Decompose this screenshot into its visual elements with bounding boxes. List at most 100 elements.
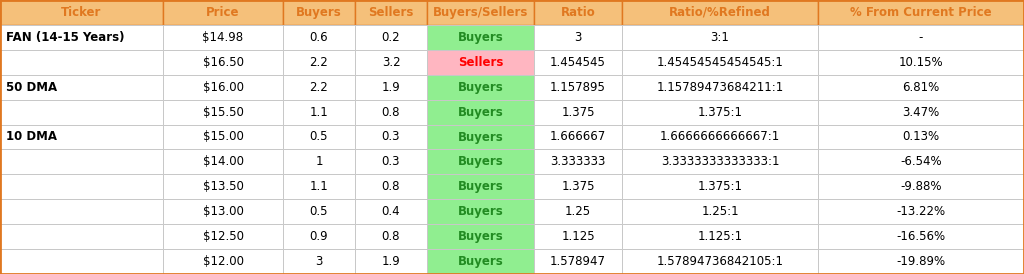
Bar: [622, 125, 818, 149]
Text: Buyers: Buyers: [458, 31, 504, 44]
Bar: [818, 249, 1024, 274]
Bar: [0, 149, 163, 174]
Text: Buyers: Buyers: [296, 6, 342, 19]
Text: 1.45454545454545:1: 1.45454545454545:1: [656, 56, 783, 69]
Text: $15.00: $15.00: [203, 130, 244, 144]
Bar: [283, 125, 355, 149]
Bar: [0, 224, 163, 249]
Bar: [534, 249, 622, 274]
Bar: [427, 199, 534, 224]
Bar: [534, 125, 622, 149]
Bar: [622, 0, 818, 25]
Text: Sellers: Sellers: [458, 56, 503, 69]
Bar: [534, 100, 622, 125]
Bar: [283, 199, 355, 224]
Text: 10 DMA: 10 DMA: [6, 130, 57, 144]
Text: 1.9: 1.9: [382, 81, 400, 94]
Bar: [427, 125, 534, 149]
Text: $12.00: $12.00: [203, 255, 244, 268]
Bar: [622, 199, 818, 224]
Text: Ticker: Ticker: [61, 6, 101, 19]
Bar: [622, 100, 818, 125]
Text: Sellers: Sellers: [369, 6, 414, 19]
Bar: [283, 100, 355, 125]
Text: -19.89%: -19.89%: [896, 255, 945, 268]
Text: 1.125:1: 1.125:1: [697, 230, 742, 243]
Bar: [163, 149, 283, 174]
Text: 1.25:1: 1.25:1: [701, 205, 738, 218]
Bar: [622, 174, 818, 199]
Text: 50 DMA: 50 DMA: [6, 81, 57, 94]
Bar: [0, 199, 163, 224]
Bar: [622, 249, 818, 274]
Bar: [818, 224, 1024, 249]
Text: % From Current Price: % From Current Price: [850, 6, 992, 19]
Bar: [163, 100, 283, 125]
Bar: [427, 25, 534, 50]
Bar: [163, 224, 283, 249]
Text: -: -: [919, 31, 924, 44]
Bar: [283, 249, 355, 274]
Bar: [534, 199, 622, 224]
Bar: [283, 174, 355, 199]
Bar: [427, 100, 534, 125]
Text: Buyers: Buyers: [458, 205, 504, 218]
Text: Buyers: Buyers: [458, 105, 504, 119]
Bar: [427, 75, 534, 100]
Text: 0.8: 0.8: [382, 230, 400, 243]
Bar: [283, 224, 355, 249]
Text: 3.3333333333333:1: 3.3333333333333:1: [660, 155, 779, 169]
Text: Ratio: Ratio: [560, 6, 595, 19]
Bar: [818, 199, 1024, 224]
Bar: [818, 100, 1024, 125]
Bar: [0, 174, 163, 199]
Text: 2.2: 2.2: [309, 81, 329, 94]
Text: 0.5: 0.5: [309, 205, 329, 218]
Text: 10.15%: 10.15%: [899, 56, 943, 69]
Bar: [163, 25, 283, 50]
Bar: [427, 0, 534, 25]
Text: 0.13%: 0.13%: [902, 130, 940, 144]
Text: Buyers: Buyers: [458, 230, 504, 243]
Text: -9.88%: -9.88%: [900, 180, 942, 193]
Text: 1.15789473684211:1: 1.15789473684211:1: [656, 81, 783, 94]
Bar: [163, 199, 283, 224]
Bar: [163, 174, 283, 199]
Text: 0.8: 0.8: [382, 105, 400, 119]
Text: 3.47%: 3.47%: [902, 105, 940, 119]
Text: 3: 3: [574, 31, 582, 44]
Bar: [355, 149, 427, 174]
Text: 0.3: 0.3: [382, 155, 400, 169]
Text: $16.50: $16.50: [203, 56, 244, 69]
Bar: [163, 75, 283, 100]
Text: 0.8: 0.8: [382, 180, 400, 193]
Text: 1.666667: 1.666667: [550, 130, 606, 144]
Bar: [355, 125, 427, 149]
Text: 3.2: 3.2: [382, 56, 400, 69]
Bar: [355, 174, 427, 199]
Bar: [534, 50, 622, 75]
Bar: [622, 50, 818, 75]
Text: 6.81%: 6.81%: [902, 81, 940, 94]
Bar: [283, 0, 355, 25]
Bar: [0, 75, 163, 100]
Text: Buyers: Buyers: [458, 155, 504, 169]
Text: 1.6666666666667:1: 1.6666666666667:1: [659, 130, 780, 144]
Bar: [355, 25, 427, 50]
Bar: [355, 100, 427, 125]
Bar: [355, 75, 427, 100]
Bar: [818, 174, 1024, 199]
Bar: [0, 100, 163, 125]
Text: 1.578947: 1.578947: [550, 255, 606, 268]
Bar: [818, 0, 1024, 25]
Bar: [355, 50, 427, 75]
Text: 1.157895: 1.157895: [550, 81, 606, 94]
Text: FAN (14-15 Years): FAN (14-15 Years): [6, 31, 125, 44]
Bar: [622, 149, 818, 174]
Bar: [818, 75, 1024, 100]
Text: 1.25: 1.25: [565, 205, 591, 218]
Text: 3:1: 3:1: [711, 31, 729, 44]
Bar: [355, 249, 427, 274]
Text: $12.50: $12.50: [203, 230, 244, 243]
Bar: [534, 25, 622, 50]
